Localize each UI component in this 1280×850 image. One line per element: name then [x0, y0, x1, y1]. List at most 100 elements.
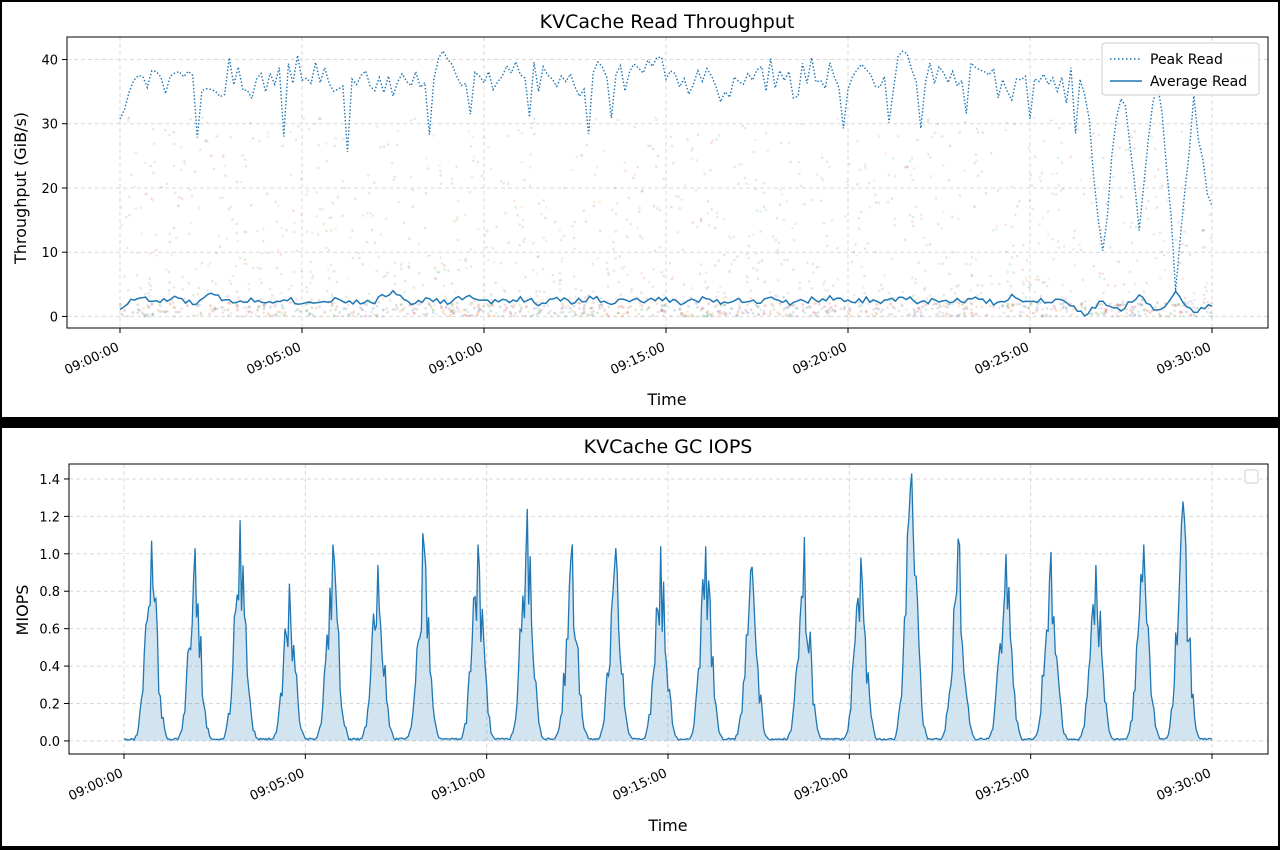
request-sample-point	[1059, 189, 1063, 193]
request-sample-point	[926, 120, 930, 123]
request-sample-point	[859, 265, 863, 269]
request-sample-point	[418, 302, 422, 305]
y-tick-label: 0.6	[39, 623, 60, 638]
request-sample-point	[284, 313, 287, 317]
request-sample-point	[776, 311, 779, 315]
request-sample-point	[293, 309, 297, 313]
request-sample-point	[521, 314, 524, 317]
request-sample-point	[737, 163, 741, 167]
request-sample-point	[830, 219, 834, 222]
request-sample-point	[532, 313, 535, 316]
gc-iops-chart: 0.00.20.40.60.81.01.21.409:00:00 09:05:00…	[13, 436, 1269, 835]
request-sample-point	[505, 306, 509, 310]
request-sample-point	[360, 308, 364, 312]
request-sample-point	[394, 282, 397, 286]
request-sample-point	[222, 306, 225, 309]
request-sample-point	[963, 314, 967, 318]
request-sample-point	[489, 293, 493, 296]
request-sample-point	[205, 121, 209, 124]
request-sample-point	[544, 216, 547, 220]
request-sample-point	[172, 315, 176, 318]
request-sample-point	[757, 305, 761, 308]
request-sample-point	[247, 288, 251, 291]
request-sample-point	[406, 312, 409, 316]
request-sample-point	[1057, 246, 1061, 249]
request-sample-point	[699, 220, 703, 223]
request-sample-point	[662, 314, 665, 317]
request-sample-point	[315, 191, 318, 194]
request-sample-point	[1130, 309, 1134, 313]
request-sample-point	[524, 275, 527, 279]
request-sample-point	[997, 306, 1001, 310]
request-sample-point	[1173, 303, 1177, 307]
request-sample-point	[1080, 306, 1084, 310]
request-sample-point	[274, 200, 277, 204]
request-sample-point	[1133, 314, 1136, 317]
request-sample-point	[995, 224, 999, 228]
request-sample-point	[214, 251, 218, 255]
request-sample-point	[1025, 278, 1028, 282]
request-sample-point	[752, 233, 755, 236]
request-sample-point	[344, 307, 348, 311]
request-sample-point	[351, 256, 355, 260]
request-sample-point	[958, 193, 962, 197]
request-sample-point	[1055, 172, 1058, 175]
request-sample-point	[260, 252, 263, 255]
request-sample-point	[778, 312, 781, 316]
request-sample-point	[455, 218, 459, 221]
request-sample-point	[831, 308, 835, 312]
request-sample-point	[480, 174, 484, 178]
request-sample-point	[273, 313, 277, 317]
request-sample-point	[1075, 306, 1078, 309]
request-sample-point	[828, 302, 832, 305]
request-sample-point	[782, 295, 786, 299]
request-sample-point	[793, 238, 796, 242]
request-sample-point	[563, 186, 566, 189]
request-sample-point	[1111, 314, 1115, 318]
request-sample-point	[262, 303, 266, 307]
request-sample-point	[843, 215, 847, 218]
request-sample-point	[1001, 304, 1005, 308]
request-sample-point	[1055, 314, 1058, 318]
request-sample-point	[177, 310, 180, 314]
request-sample-point	[1006, 305, 1010, 309]
request-sample-point	[807, 280, 811, 283]
request-sample-point	[794, 306, 798, 310]
request-sample-point	[616, 118, 620, 122]
request-sample-point	[1024, 295, 1028, 299]
request-sample-point	[259, 297, 263, 301]
request-sample-point	[441, 311, 445, 315]
request-sample-point	[1057, 208, 1060, 212]
request-sample-point	[1159, 305, 1163, 309]
request-sample-point	[1150, 309, 1154, 312]
request-sample-point	[855, 254, 859, 257]
y-tick-label: 1.2	[39, 510, 60, 525]
request-sample-point	[620, 266, 624, 270]
request-sample-point	[694, 188, 698, 192]
request-sample-point	[127, 119, 130, 123]
request-sample-point	[343, 186, 347, 190]
request-sample-point	[941, 210, 945, 214]
request-sample-point	[530, 314, 533, 318]
request-sample-point	[518, 223, 522, 227]
request-sample-point	[1009, 284, 1013, 288]
request-sample-point	[676, 231, 680, 234]
request-sample-point	[863, 247, 867, 250]
request-sample-point	[225, 237, 229, 241]
request-sample-point	[1124, 148, 1128, 152]
request-sample-point	[523, 237, 526, 240]
request-sample-point	[700, 306, 704, 310]
request-sample-point	[384, 274, 387, 277]
request-sample-point	[448, 314, 451, 318]
request-sample-point	[1041, 281, 1045, 284]
request-sample-point	[733, 258, 736, 262]
request-sample-point	[412, 311, 416, 315]
request-sample-point	[149, 164, 152, 168]
request-sample-point	[719, 285, 722, 289]
request-sample-point	[699, 217, 703, 220]
request-sample-point	[973, 161, 977, 165]
request-sample-point	[862, 286, 865, 290]
request-sample-point	[516, 214, 519, 217]
request-sample-point	[251, 266, 255, 270]
request-sample-point	[848, 314, 852, 318]
